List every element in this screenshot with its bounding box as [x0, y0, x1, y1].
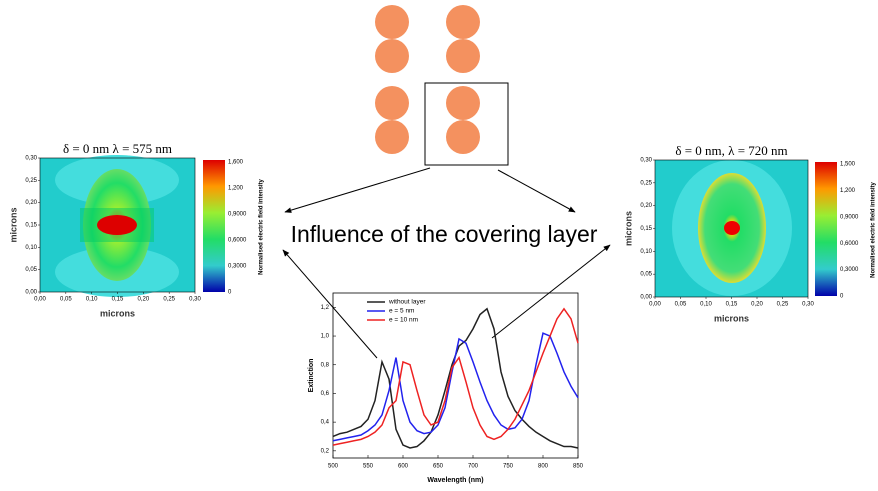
x-tick-label: 0,20	[751, 302, 763, 308]
colorbar-label: 1,200	[840, 188, 856, 194]
colorbar-title: Normalised electric field intensity	[871, 181, 877, 277]
y-tick-label: 0,05	[640, 272, 652, 278]
colorbar-label: 0	[228, 290, 232, 296]
y-tick-label: 0,2	[321, 448, 330, 454]
y-tick-label: 1,2	[321, 305, 330, 311]
x-tick-label: 0,10	[86, 297, 98, 303]
y-tick-label: 0,15	[25, 223, 37, 229]
colorbar-label: 0,9000	[840, 214, 859, 220]
x-tick-label: 0,05	[675, 302, 687, 308]
x-axis-label: Wavelength (nm)	[427, 477, 483, 484]
particles	[375, 5, 480, 154]
y-axis-label: Extinction	[308, 359, 315, 393]
x-tick-label: 0,25	[777, 302, 789, 308]
y-tick-label: 0,05	[25, 267, 37, 273]
spectrum	[333, 293, 578, 458]
x-tick-label: 850	[573, 464, 584, 470]
y-tick-label: 0,25	[640, 180, 652, 186]
y-tick-label: 0,00	[25, 290, 37, 296]
legend-label: e = 5 nm	[389, 308, 414, 315]
y-axis-label: microns	[623, 211, 633, 246]
x-tick-label: 0,15	[112, 297, 124, 303]
colorbar-label: 0,6000	[840, 241, 859, 247]
x-tick-label: 500	[328, 464, 339, 470]
y-tick-label: 0,20	[25, 200, 37, 206]
x-tick-label: 0,20	[137, 297, 149, 303]
colorbar-label: 0	[840, 294, 844, 300]
x-tick-label: 550	[363, 464, 374, 470]
y-tick-label: 1,0	[321, 334, 330, 340]
legend-label: without layer	[388, 299, 426, 306]
y-tick-label: 0,25	[25, 178, 37, 184]
legend-label: e = 10 nm	[389, 317, 418, 324]
y-axis-label: microns	[8, 207, 18, 242]
x-tick-label: 0,30	[189, 297, 201, 303]
x-tick-label: 0,15	[726, 302, 738, 308]
y-tick-label: 0,30	[640, 158, 652, 164]
x-tick-label: 600	[398, 464, 409, 470]
x-tick-label: 0,25	[163, 297, 175, 303]
x-tick-label: 800	[538, 464, 549, 470]
series-line	[333, 309, 578, 448]
right-map	[655, 160, 837, 297]
x-tick-label: 0,00	[649, 302, 661, 308]
colorbar-label: 1,200	[228, 186, 244, 192]
x-tick-label: 0,00	[34, 297, 46, 303]
x-tick-label: 0,10	[700, 302, 712, 308]
y-tick-label: 0,15	[640, 226, 652, 232]
colorbar-title: Normalised electric field intensity	[259, 178, 265, 274]
x-tick-label: 0,05	[60, 297, 72, 303]
map-title: δ = 0 nm λ = 575 nm	[63, 141, 172, 156]
x-tick-label: 750	[503, 464, 514, 470]
colorbar-label: 1,600	[228, 160, 244, 166]
x-tick-label: 650	[433, 464, 444, 470]
series-line	[333, 309, 578, 445]
y-tick-label: 0,6	[321, 391, 330, 397]
y-tick-label: 0,10	[640, 249, 652, 255]
slide: Influence of the covering layer δ = 0 nm…	[0, 0, 878, 491]
colorbar-label: 1,500	[840, 162, 856, 168]
y-tick-label: 0,30	[25, 156, 37, 162]
y-tick-label: 0,4	[321, 420, 330, 426]
y-tick-label: 0,20	[640, 203, 652, 209]
x-tick-label: 0,30	[802, 302, 814, 308]
colorbar-label: 0,3000	[840, 267, 859, 273]
y-tick-label: 0,10	[25, 245, 37, 251]
x-axis-label: microns	[100, 308, 135, 318]
colorbar-label: 0,9000	[228, 212, 247, 218]
y-tick-label: 0,8	[321, 362, 330, 368]
heading: Influence of the covering layer	[291, 221, 598, 247]
x-axis-label: microns	[714, 313, 749, 323]
y-tick-label: 0,00	[640, 295, 652, 301]
left-map	[40, 155, 225, 297]
map-title: δ = 0 nm, λ = 720 nm	[675, 143, 787, 158]
colorbar-label: 0,6000	[228, 238, 247, 244]
x-tick-label: 700	[468, 464, 479, 470]
arrows	[283, 168, 610, 358]
colorbar-label: 0,3000	[228, 264, 247, 270]
